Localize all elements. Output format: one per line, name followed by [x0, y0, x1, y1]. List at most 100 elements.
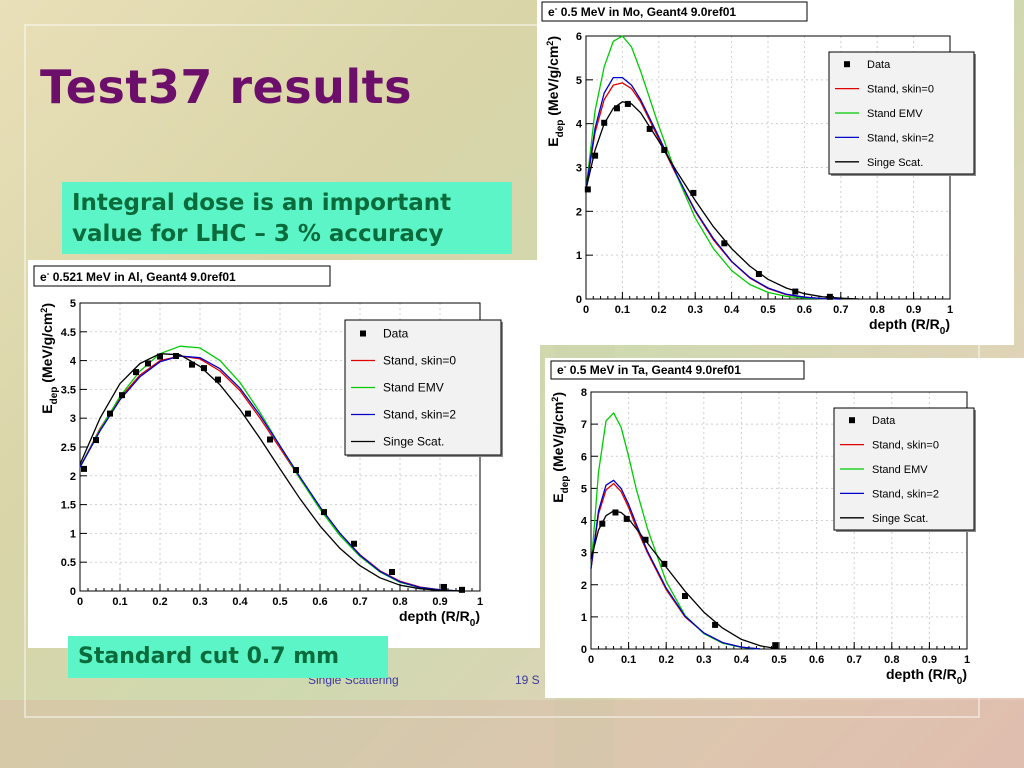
- y-tick-label: 3: [581, 548, 587, 560]
- data-point: [682, 592, 688, 599]
- legend-label: Stand EMV: [867, 108, 923, 120]
- x-tick-label: 0.2: [152, 596, 167, 608]
- x-tick-label: 0.1: [112, 596, 127, 608]
- legend-label: Stand, skin=2: [872, 488, 939, 500]
- series-line-singe-scat-: [590, 510, 780, 650]
- y-tick-label: 0: [70, 586, 76, 598]
- data-point: [712, 621, 719, 628]
- y-tick-label: 6: [581, 451, 587, 463]
- chart-panel-ta: e- 0.5 MeV in Ta, Geant4 9.0ref01 0 0.1 0.2…: [545, 358, 1024, 698]
- data-point: [613, 105, 620, 112]
- data-point: [93, 437, 99, 444]
- y-tick-label: 2: [581, 580, 587, 592]
- x-tick-label: 0.6: [797, 304, 812, 316]
- y-tick-label: 0.5: [61, 557, 76, 569]
- chart-title: e- 0.5 MeV in Ta, Geant4 9.0ref01: [557, 362, 741, 377]
- data-point: [321, 509, 327, 516]
- data-point: [245, 410, 251, 417]
- y-tick-label: 2: [576, 206, 582, 218]
- data-point: [389, 568, 395, 575]
- data-point: [599, 520, 606, 527]
- data-point: [584, 186, 591, 193]
- chart-al: e- 0.521 MeV in Al, Geant4 9.0ref01 0 0.1 0…: [33, 265, 503, 629]
- data-point: [459, 586, 465, 593]
- x-tick-label: 0.5: [760, 304, 775, 316]
- y-tick-label: 8: [581, 387, 587, 399]
- y-tick-label: 1: [581, 612, 587, 624]
- data-point: [81, 465, 87, 472]
- y-tick-label: 3.5: [61, 384, 76, 396]
- legend-label: Data: [383, 327, 409, 341]
- legend-marker-data: [360, 330, 366, 337]
- x-tick-label: 0.3: [688, 304, 703, 316]
- data-point: [157, 353, 163, 360]
- y-tick-label: 1: [70, 528, 76, 540]
- chart-title: e- 0.521 MeV in Al, Geant4 9.0ref01: [40, 269, 236, 284]
- data-point: [826, 293, 833, 300]
- y-tick-label: 5: [581, 483, 587, 495]
- x-tick-label: 0.9: [432, 596, 447, 608]
- series-line-singe-scat-: [585, 101, 860, 300]
- chart-title-box: [541, 1, 808, 22]
- x-tick-label: 0.3: [696, 654, 711, 666]
- data-point: [772, 642, 779, 649]
- legend-label: Singe Scat.: [383, 435, 444, 449]
- x-tick-label: 0.8: [870, 304, 885, 316]
- legend-label: Stand, skin=0: [872, 440, 939, 452]
- x-tick-label: 0.5: [272, 596, 287, 608]
- series-line-stand-skin-0: [590, 482, 761, 650]
- series-line-singe-scat-: [79, 353, 461, 592]
- chart-mo: e- 0.5 MeV in Mo, Geant4 9.0ref01 0 0.1 0.2…: [541, 1, 976, 337]
- x-tick-label: 0.4: [232, 596, 248, 608]
- x-tick-label: 0.4: [724, 304, 740, 316]
- legend-label: Stand, skin=2: [383, 408, 456, 422]
- legend-label: Data: [867, 59, 891, 71]
- x-tick-label: 0.9: [906, 304, 921, 316]
- y-axis-label: Edep (MeV/g/cm2): [39, 303, 60, 414]
- data-point: [215, 376, 221, 383]
- chart-title-box: [550, 360, 805, 380]
- y-tick-label: 1: [576, 250, 582, 262]
- data-point: [661, 560, 668, 567]
- data-point: [441, 583, 447, 590]
- y-tick-label: 3: [576, 163, 582, 175]
- chart-panel-mo: e- 0.5 MeV in Mo, Geant4 9.0ref01 0 0.1 0.2…: [537, 0, 1014, 345]
- data-point: [173, 352, 179, 359]
- x-tick-label: 0.7: [352, 596, 367, 608]
- data-point: [133, 369, 139, 376]
- data-point: [721, 240, 728, 247]
- chart-title-box: [33, 265, 331, 287]
- data-point: [612, 509, 619, 516]
- y-tick-label: 4.5: [61, 327, 76, 339]
- data-point: [592, 152, 599, 159]
- x-tick-label: 1: [964, 654, 970, 666]
- x-tick-label: 1: [477, 596, 483, 608]
- legend-marker-data: [844, 61, 850, 68]
- x-tick-label: 0.9: [922, 654, 937, 666]
- x-tick-label: 0.8: [884, 654, 899, 666]
- legend-label: Stand EMV: [872, 464, 928, 476]
- chart-title: e- 0.5 MeV in Mo, Geant4 9.0ref01: [548, 4, 736, 19]
- y-tick-label: 2: [70, 471, 76, 483]
- x-tick-label: 0.1: [615, 304, 630, 316]
- series-line-stand-skin-2: [585, 76, 841, 300]
- note-line-2: value for LHC – 3 % accuracy: [72, 221, 444, 247]
- y-axis-label: Edep (MeV/g/cm2): [545, 36, 566, 147]
- x-tick-label: 1: [947, 304, 953, 316]
- data-point: [293, 467, 299, 474]
- note-box: Integral dose is an important value for …: [62, 182, 512, 254]
- y-tick-label: 1.5: [61, 500, 76, 512]
- data-point: [623, 515, 630, 522]
- data-point: [119, 392, 125, 399]
- data-point: [201, 365, 207, 372]
- x-axis-label: depth (R/R0): [399, 608, 480, 629]
- chart-panel-al: e- 0.521 MeV in Al, Geant4 9.0ref01 0 0.1 0…: [28, 260, 540, 648]
- x-tick-label: 0: [583, 304, 589, 316]
- legend-label: Singe Scat.: [872, 513, 928, 525]
- legend-label: Singe Scat.: [867, 157, 923, 169]
- x-tick-label: 0.4: [734, 654, 750, 666]
- data-point: [755, 271, 762, 278]
- chart-ta: e- 0.5 MeV in Ta, Geant4 9.0ref01 0 0.1 0.2…: [550, 360, 976, 687]
- series-line-stand-emv: [590, 412, 761, 650]
- data-point: [642, 536, 649, 543]
